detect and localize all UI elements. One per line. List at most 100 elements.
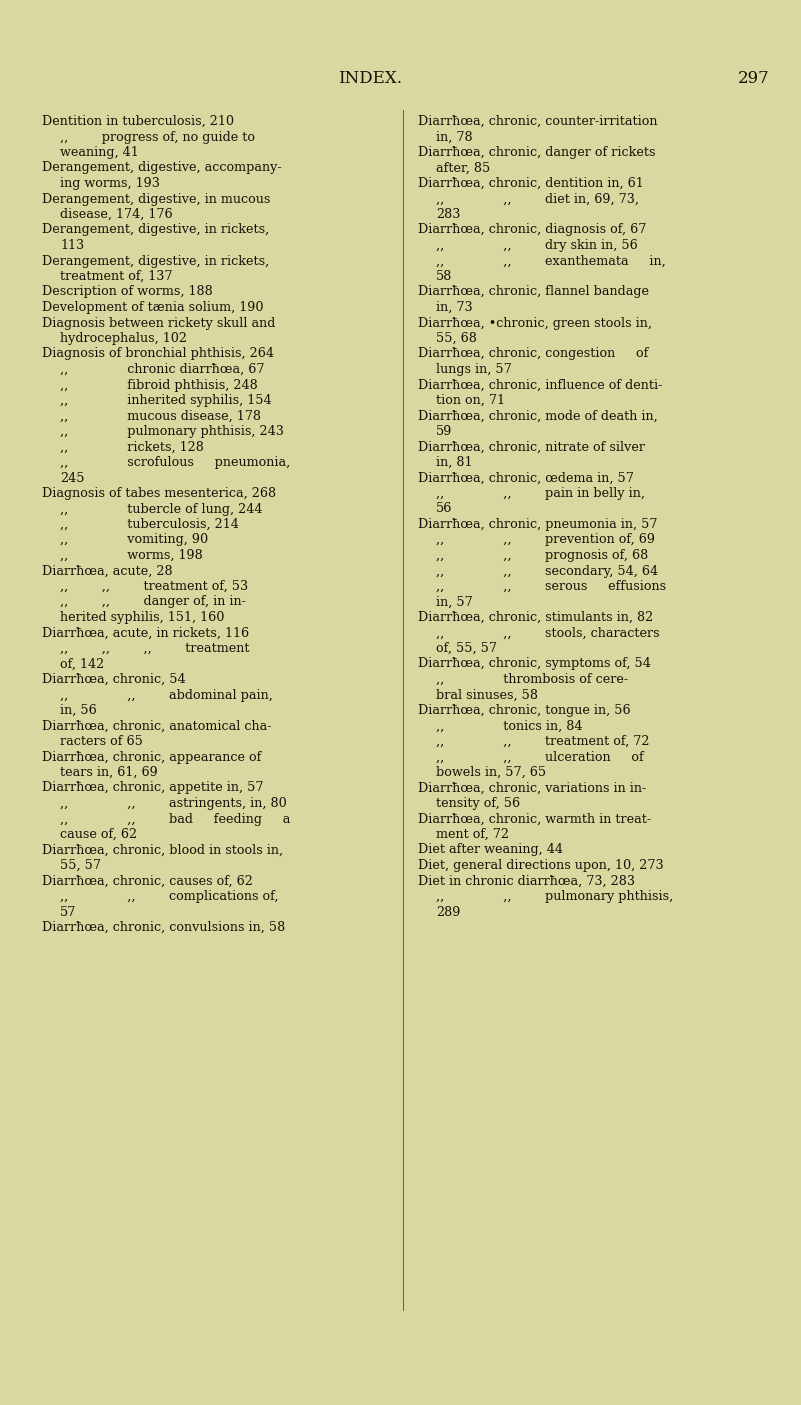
Text: Diarrħœa, chronic, symptoms of, 54: Diarrħœa, chronic, symptoms of, 54: [418, 658, 651, 670]
Text: treatment of, 137: treatment of, 137: [60, 270, 172, 282]
Text: Diarrħœa, chronic, diagnosis of, 67: Diarrħœa, chronic, diagnosis of, 67: [418, 223, 646, 236]
Text: ,,      ,,    treatment of, 72: ,, ,, treatment of, 72: [436, 735, 650, 747]
Text: tensity of, 56: tensity of, 56: [436, 797, 520, 811]
Text: racters of 65: racters of 65: [60, 735, 143, 747]
Text: 55, 68: 55, 68: [436, 332, 477, 346]
Text: Derangement, digestive, accompany-: Derangement, digestive, accompany-: [42, 162, 282, 174]
Text: ,,      ,,    stools, characters: ,, ,, stools, characters: [436, 627, 660, 639]
Text: ,,      chronic diarrħœa, 67: ,, chronic diarrħœa, 67: [60, 362, 264, 377]
Text: of, 55, 57: of, 55, 57: [436, 642, 497, 655]
Text: 57: 57: [60, 905, 76, 919]
Text: Diarrħœa, chronic, appetite in, 57: Diarrħœa, chronic, appetite in, 57: [42, 781, 264, 794]
Text: ,,      ,,    exanthemata   in,: ,, ,, exanthemata in,: [436, 254, 666, 267]
Text: Diarrħœa, chronic, blood in stools in,: Diarrħœa, chronic, blood in stools in,: [42, 843, 283, 857]
Text: herited syphilis, 151, 160: herited syphilis, 151, 160: [60, 611, 224, 624]
Text: Diarrħœa, chronic, œdema in, 57: Diarrħœa, chronic, œdema in, 57: [418, 472, 634, 485]
Text: ,,      inherited syphilis, 154: ,, inherited syphilis, 154: [60, 393, 272, 407]
Text: ,,    ,,    ,,    treatment: ,, ,, ,, treatment: [60, 642, 249, 655]
Text: Description of worms, 188: Description of worms, 188: [42, 285, 213, 298]
Text: Diarrħœa, chronic, dentition in, 61: Diarrħœa, chronic, dentition in, 61: [418, 177, 644, 190]
Text: Diagnosis between rickety skull and: Diagnosis between rickety skull and: [42, 316, 276, 330]
Text: ment of, 72: ment of, 72: [436, 828, 509, 842]
Text: in, 56: in, 56: [60, 704, 97, 717]
Text: ,,      ,,    complications of,: ,, ,, complications of,: [60, 889, 279, 903]
Text: in, 81: in, 81: [436, 457, 473, 469]
Text: Diarrħœa, chronic, mode of death in,: Diarrħœa, chronic, mode of death in,: [418, 409, 658, 423]
Text: Diarrħœa, chronic, nitrate of silver: Diarrħœa, chronic, nitrate of silver: [418, 441, 645, 454]
Text: Diarrħœa, chronic, influence of denti-: Diarrħœa, chronic, influence of denti-: [418, 378, 662, 392]
Text: Diarrħœa, chronic, anatomical cha-: Diarrħœa, chronic, anatomical cha-: [42, 719, 272, 732]
Text: tion on, 71: tion on, 71: [436, 393, 505, 407]
Text: ,,      ,,    prognosis of, 68: ,, ,, prognosis of, 68: [436, 549, 648, 562]
Text: Diet in chronic diarrħœa, 73, 283: Diet in chronic diarrħœa, 73, 283: [418, 874, 635, 888]
Text: ing worms, 193: ing worms, 193: [60, 177, 160, 190]
Text: Diarrħœa, chronic, 54: Diarrħœa, chronic, 54: [42, 673, 186, 686]
Text: Diarrħœa, acute, 28: Diarrħœa, acute, 28: [42, 565, 173, 577]
Text: Derangement, digestive, in rickets,: Derangement, digestive, in rickets,: [42, 223, 269, 236]
Text: Derangement, digestive, in rickets,: Derangement, digestive, in rickets,: [42, 254, 269, 267]
Text: ,,      pulmonary phthisis, 243: ,, pulmonary phthisis, 243: [60, 424, 284, 438]
Text: hydrocephalus, 102: hydrocephalus, 102: [60, 332, 187, 346]
Text: of, 142: of, 142: [60, 658, 104, 670]
Text: ,,      ,,    dry skin in, 56: ,, ,, dry skin in, 56: [436, 239, 638, 251]
Text: tears in, 61, 69: tears in, 61, 69: [60, 766, 158, 778]
Text: 59: 59: [436, 424, 453, 438]
Text: ,,      rickets, 128: ,, rickets, 128: [60, 441, 204, 454]
Text: ,,      ,,    pulmonary phthisis,: ,, ,, pulmonary phthisis,: [436, 889, 674, 903]
Text: Diarrħœa, acute, in rickets, 116: Diarrħœa, acute, in rickets, 116: [42, 627, 249, 639]
Text: Diet, general directions upon, 10, 273: Diet, general directions upon, 10, 273: [418, 858, 663, 873]
Text: Dentition in tuberculosis, 210: Dentition in tuberculosis, 210: [42, 115, 234, 128]
Text: 55, 57: 55, 57: [60, 858, 101, 873]
Text: Diarrħœa, chronic, stimulants in, 82: Diarrħœa, chronic, stimulants in, 82: [418, 611, 654, 624]
Text: INDEX.: INDEX.: [338, 70, 402, 87]
Text: ,,      tonics in, 84: ,, tonics in, 84: [436, 719, 582, 732]
Text: lungs in, 57: lungs in, 57: [436, 362, 512, 377]
Text: ,,      thrombosis of cere-: ,, thrombosis of cere-: [436, 673, 628, 686]
Text: ,,      vomiting, 90: ,, vomiting, 90: [60, 534, 208, 547]
Text: ,,      fibroid phthisis, 248: ,, fibroid phthisis, 248: [60, 378, 258, 392]
Text: disease, 174, 176: disease, 174, 176: [60, 208, 173, 221]
Text: bral sinuses, 58: bral sinuses, 58: [436, 688, 538, 701]
Text: Diarrħœa, chronic, flannel bandage: Diarrħœa, chronic, flannel bandage: [418, 285, 649, 298]
Text: 56: 56: [436, 503, 453, 516]
Text: weaning, 41: weaning, 41: [60, 146, 139, 159]
Text: Diarrħœa, •chronic, green stools in,: Diarrħœa, •chronic, green stools in,: [418, 316, 652, 330]
Text: ,,      ,,    secondary, 54, 64: ,, ,, secondary, 54, 64: [436, 565, 658, 577]
Text: Diarrħœa, chronic, appearance of: Diarrħœa, chronic, appearance of: [42, 750, 261, 763]
Text: 297: 297: [739, 70, 770, 87]
Text: ,,      ,,    diet in, 69, 73,: ,, ,, diet in, 69, 73,: [436, 192, 639, 205]
Text: ,,      ,,    serous   effusions: ,, ,, serous effusions: [436, 580, 666, 593]
Text: 113: 113: [60, 239, 84, 251]
Text: in, 73: in, 73: [436, 301, 473, 313]
Text: 58: 58: [436, 270, 453, 282]
Text: ,,      ,,    bad   feeding   a: ,, ,, bad feeding a: [60, 812, 291, 826]
Text: bowels in, 57, 65: bowels in, 57, 65: [436, 766, 546, 778]
Text: ,,      ,,    ulceration   of: ,, ,, ulceration of: [436, 750, 644, 763]
Text: ,,    ,,    treatment of, 53: ,, ,, treatment of, 53: [60, 580, 248, 593]
Text: after, 85: after, 85: [436, 162, 490, 174]
Text: ,,      ,,    astringents, in, 80: ,, ,, astringents, in, 80: [60, 797, 287, 811]
Text: Diarrħœa, chronic, counter-irritation: Diarrħœa, chronic, counter-irritation: [418, 115, 658, 128]
Text: Development of tænia solium, 190: Development of tænia solium, 190: [42, 301, 264, 313]
Text: 289: 289: [436, 905, 461, 919]
Text: 245: 245: [60, 472, 84, 485]
Text: 283: 283: [436, 208, 461, 221]
Text: in, 57: in, 57: [436, 596, 473, 608]
Text: Diagnosis of tabes mesenterica, 268: Diagnosis of tabes mesenterica, 268: [42, 488, 276, 500]
Text: Diarrħœa, chronic, warmth in treat-: Diarrħœa, chronic, warmth in treat-: [418, 812, 651, 826]
Text: ,,    ,,    danger of, in in-: ,, ,, danger of, in in-: [60, 596, 246, 608]
Text: Diarrħœa, chronic, tongue in, 56: Diarrħœa, chronic, tongue in, 56: [418, 704, 630, 717]
Text: Diarrħœa, chronic, variations in in-: Diarrħœa, chronic, variations in in-: [418, 781, 646, 794]
Text: ,,    progress of, no guide to: ,, progress of, no guide to: [60, 131, 255, 143]
Text: ,,      ,,    prevention of, 69: ,, ,, prevention of, 69: [436, 534, 655, 547]
Text: ,,      worms, 198: ,, worms, 198: [60, 549, 203, 562]
Text: in, 78: in, 78: [436, 131, 473, 143]
Text: ,,      scrofulous   pneumonia,: ,, scrofulous pneumonia,: [60, 457, 290, 469]
Text: ,,      mucous disease, 178: ,, mucous disease, 178: [60, 409, 261, 423]
Text: ,,      ,,    pain in belly in,: ,, ,, pain in belly in,: [436, 488, 645, 500]
Text: ,,      tuberculosis, 214: ,, tuberculosis, 214: [60, 518, 239, 531]
Text: Diarrħœa, chronic, causes of, 62: Diarrħœa, chronic, causes of, 62: [42, 874, 253, 888]
Text: Diet after weaning, 44: Diet after weaning, 44: [418, 843, 563, 857]
Text: Diarrħœa, chronic, congestion   of: Diarrħœa, chronic, congestion of: [418, 347, 648, 361]
Text: cause of, 62: cause of, 62: [60, 828, 137, 842]
